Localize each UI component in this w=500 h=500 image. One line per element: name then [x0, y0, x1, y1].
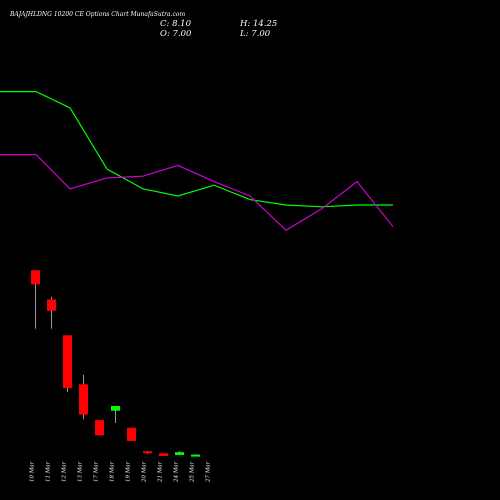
- series-line-0: [0, 90, 393, 208]
- x-tick-label: 24 Mar: [174, 461, 180, 483]
- candle-18-mar: [111, 406, 120, 423]
- candle-body: [111, 406, 120, 411]
- candle-21-mar: [159, 453, 168, 456]
- x-tick-label: 12 Mar: [62, 461, 68, 482]
- close-readout: C: 8.10: [160, 19, 192, 29]
- chart-title: BAJAJHLDNG 10200 CE Options Chart Munafa…: [9, 11, 185, 18]
- candle-17-mar: [95, 420, 104, 436]
- x-axis-ticks: 10 Mar 11 Mar 12 Mar 13 Mar 17 Mar 18 Mar 19 M…: [30, 461, 212, 483]
- candle-body: [95, 420, 104, 436]
- high-readout: H: 14.25: [239, 19, 277, 29]
- candle-body: [191, 454, 200, 457]
- series-line-1: [0, 154, 394, 231]
- candle-10-mar: [31, 270, 40, 329]
- candle-body: [63, 335, 72, 389]
- candles: [31, 270, 200, 457]
- candle-20-mar: [143, 451, 152, 455]
- candle-11-mar: [47, 296, 56, 329]
- candle-body: [79, 384, 88, 415]
- x-tick-label: 19 Mar: [126, 461, 132, 482]
- candle-body: [127, 427, 136, 441]
- x-tick-label: 18 Mar: [110, 461, 116, 482]
- candle-24-mar: [175, 451, 184, 456]
- x-tick-label: 21 Mar: [158, 461, 164, 483]
- open-readout: O: 7.00: [160, 29, 192, 39]
- candle-25-mar: [191, 454, 200, 457]
- x-tick-label: 27 Mar: [206, 461, 212, 483]
- x-tick-label: 25 Mar: [190, 461, 196, 483]
- x-tick-label: 20 Mar: [142, 461, 148, 483]
- low-readout: L: 7.00: [239, 29, 271, 39]
- candle-body: [159, 453, 168, 456]
- candle-19-mar: [127, 427, 136, 441]
- indicator-lines: [0, 90, 394, 231]
- candle-body: [47, 299, 56, 311]
- x-tick-label: 10 Mar: [30, 461, 36, 482]
- candle-body: [143, 451, 152, 454]
- candle-13-mar: [79, 374, 88, 420]
- x-tick-label: 17 Mar: [94, 461, 100, 482]
- candle-body: [175, 452, 184, 455]
- candle-12-mar: [63, 335, 72, 392]
- x-tick-label: 11 Mar: [46, 461, 52, 482]
- candle-body: [31, 270, 40, 285]
- x-tick-label: 13 Mar: [78, 461, 84, 482]
